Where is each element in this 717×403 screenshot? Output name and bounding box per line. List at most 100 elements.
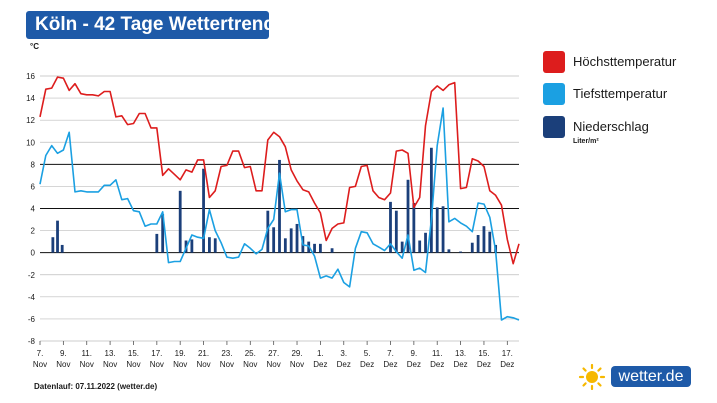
precip-bar-3 — [155, 233, 159, 253]
x-tick-month-3: Nov — [103, 360, 117, 369]
x-tick-day-0: 7. — [37, 349, 44, 358]
x-tick-day-8: 23. — [221, 349, 232, 358]
data-source-note: Datenlauf: 07.11.2022 (wetter.de) — [34, 382, 158, 391]
x-tick-month-0: Nov — [33, 360, 47, 369]
x-tick-month-5: Nov — [150, 360, 164, 369]
x-tick-day-20: 17. — [502, 349, 513, 358]
x-tick-day-3: 13. — [105, 349, 116, 358]
precip-bar-20 — [318, 243, 322, 253]
legend-label-low: Tiefsttemperatur — [573, 86, 668, 101]
precip-bar-33 — [459, 251, 462, 253]
y-tick-label-9: 10 — [26, 138, 35, 147]
precip-bar-4 — [161, 214, 165, 253]
x-tick-day-19: 15. — [478, 349, 489, 358]
series-line-high — [39, 76, 520, 265]
x-tick-month-12: Dez — [313, 360, 327, 369]
x-tick-month-16: Dez — [407, 360, 421, 369]
x-tick-month-8: Nov — [220, 360, 234, 369]
y-tick-label-10: 12 — [26, 116, 35, 125]
x-tick-day-10: 27. — [268, 349, 279, 358]
precip-bar-12 — [272, 227, 276, 253]
precip-bar-15 — [289, 228, 293, 253]
precip-bar-34 — [470, 242, 474, 253]
precip-bar-22 — [389, 201, 392, 253]
x-tick-day-5: 17. — [151, 349, 162, 358]
precip-bar-36 — [482, 226, 486, 253]
wetter-de-logo[interactable]: wetter.de — [578, 364, 691, 390]
precip-bar-31 — [441, 206, 445, 253]
chart-title: Köln - 42 Tage Wettertrend — [26, 11, 275, 39]
x-tick-day-15: 7. — [387, 349, 394, 358]
precip-bar-32 — [447, 249, 451, 253]
precip-bar-30 — [435, 207, 439, 253]
precip-bar-24 — [400, 241, 404, 253]
x-tick-day-6: 19. — [175, 349, 186, 358]
precip-bar-11 — [266, 210, 270, 253]
precip-bar-29 — [429, 147, 433, 253]
y-tick-label-8: 8 — [31, 160, 36, 169]
y-tick-label-12: 16 — [26, 72, 35, 81]
x-tick-month-10: Nov — [267, 360, 281, 369]
precip-bar-13 — [278, 159, 281, 253]
precip-bar-19 — [313, 243, 316, 253]
x-tick-month-18: Dez — [453, 360, 467, 369]
y-tick-label-11: 14 — [26, 94, 35, 103]
x-tick-day-13: 3. — [340, 349, 347, 358]
precip-unit-label: Liter/m² — [573, 138, 599, 145]
legend-label-precip: Niederschlag — [573, 119, 649, 134]
y-tick-label-6: 4 — [31, 205, 36, 214]
precip-bar-26 — [412, 202, 416, 253]
precip-bar-2 — [60, 244, 64, 253]
precip-bar-35 — [476, 235, 480, 253]
x-tick-month-17: Dez — [430, 360, 444, 369]
x-tick-month-20: Dez — [500, 360, 514, 369]
precip-bar-5 — [178, 190, 182, 253]
precip-bar-8 — [202, 168, 205, 253]
precip-bar-10 — [213, 238, 217, 253]
x-tick-month-2: Nov — [80, 360, 94, 369]
x-tick-day-18: 13. — [455, 349, 466, 358]
precip-bar-16 — [295, 223, 299, 253]
precip-bar-37 — [488, 231, 492, 253]
x-tick-day-11: 29. — [291, 349, 302, 358]
sun-icon — [578, 364, 606, 390]
legend-swatch-precip — [543, 116, 565, 138]
y-tick-label-1: -6 — [28, 315, 36, 324]
temperature-lines — [39, 76, 520, 321]
precip-bar-9 — [208, 237, 211, 253]
x-tick-month-14: Dez — [360, 360, 374, 369]
precip-bar-25 — [406, 179, 410, 253]
y-axis-ticks: -8 -6 -4 -2 0 2 4 6 8 10 12 14 16 — [26, 72, 35, 346]
x-tick-day-2: 11. — [81, 349, 92, 358]
x-tick-day-4: 15. — [128, 349, 139, 358]
y-tick-label-7: 6 — [31, 182, 36, 191]
x-tick-month-13: Dez — [337, 360, 351, 369]
x-tick-month-4: Nov — [126, 360, 140, 369]
x-tick-day-7: 21. — [198, 349, 209, 358]
y-tick-label-3: -2 — [28, 271, 36, 280]
precip-bar-27 — [418, 240, 422, 253]
x-tick-month-15: Dez — [383, 360, 397, 369]
x-tick-day-17: 11. — [432, 349, 443, 358]
series-line-low — [39, 107, 520, 321]
y-tick-label-0: -8 — [28, 337, 36, 346]
y-axis-unit-label: °C — [30, 42, 39, 51]
precip-bar-28 — [424, 232, 427, 253]
legend-swatch-high — [543, 51, 565, 73]
precip-bar-14 — [283, 238, 287, 253]
x-tick-month-19: Dez — [477, 360, 491, 369]
legend-label-high: Höchsttemperatur — [573, 54, 677, 69]
precip-bar-21 — [330, 248, 334, 253]
x-tick-day-16: 9. — [411, 349, 418, 358]
precip-bar-23 — [394, 210, 398, 253]
precip-bar-1 — [56, 220, 59, 253]
x-tick-day-14: 5. — [364, 349, 371, 358]
x-tick-month-11: Nov — [290, 360, 304, 369]
x-tick-month-7: Nov — [196, 360, 210, 369]
x-tick-month-6: Nov — [173, 360, 187, 369]
x-tick-month-1: Nov — [56, 360, 70, 369]
x-tick-month-9: Nov — [243, 360, 257, 369]
precip-bar-7 — [190, 239, 194, 253]
y-tick-label-4: 0 — [31, 249, 36, 258]
